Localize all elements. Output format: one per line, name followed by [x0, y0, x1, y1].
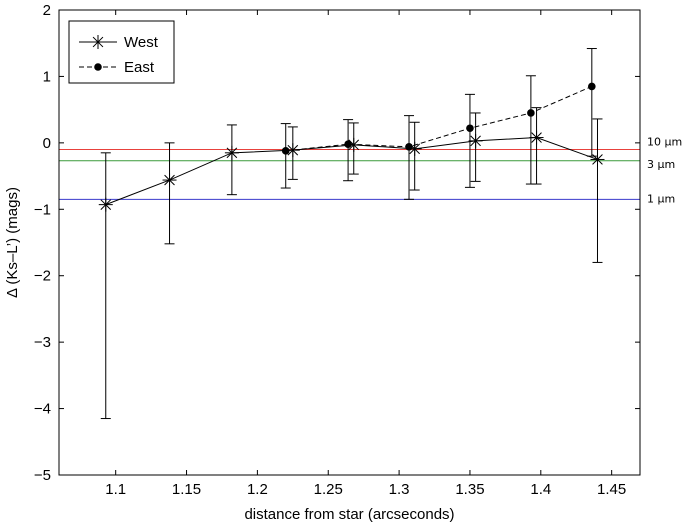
- reference-line-labels: 10 µm 3 µm 1 µm: [647, 136, 682, 206]
- east-point: [588, 82, 596, 91]
- west-point: [407, 141, 422, 156]
- reference-line-label: 1 µm: [647, 192, 675, 205]
- x-axis-label: distance from star (arcseconds): [244, 506, 454, 523]
- x-tick-label: 1.15: [172, 481, 201, 498]
- east-point: [405, 143, 413, 151]
- east-point: [527, 109, 535, 117]
- east-point: [281, 147, 290, 155]
- y-axis-label: Δ (Ks–L’) (mags): [4, 187, 21, 298]
- west-point: [346, 137, 361, 152]
- tick-labels: 1.1 1.15 1.2 1.25 1.3 1.35 1.4 1.45 −5 −4 −3 −2 −1 0 1…: [34, 2, 626, 498]
- legend-box: [68, 20, 175, 84]
- x-tick-label: 1.45: [597, 481, 626, 498]
- y-tick-label: −2: [34, 268, 51, 285]
- west-point: [98, 197, 113, 212]
- y-tick-label: −3: [34, 334, 51, 351]
- y-tick-label: 0: [43, 135, 51, 152]
- x-tick-label: 1.2: [247, 481, 268, 498]
- x-tick-label: 1.1: [105, 481, 126, 498]
- reference-line-label: 10 µm: [647, 136, 682, 149]
- y-tick-label: −1: [34, 201, 51, 218]
- reference-line-label: 3 µm: [647, 158, 675, 171]
- west-point: [529, 130, 544, 145]
- y-tick-label: −5: [34, 467, 51, 484]
- west-point: [224, 145, 239, 160]
- y-tick-label: −4: [34, 401, 51, 418]
- west-point: [468, 133, 483, 148]
- x-tick-label: 1.4: [530, 481, 551, 498]
- plot-frame: [58, 9, 641, 476]
- west-point: [590, 152, 605, 167]
- legend: West East: [68, 20, 175, 84]
- east-point: [344, 140, 352, 148]
- east-point: [466, 124, 474, 133]
- legend-west-marker: [91, 35, 105, 49]
- y-tick-label: 2: [43, 2, 51, 19]
- x-tick-label: 1.35: [455, 481, 484, 498]
- x-tick-label: 1.25: [314, 481, 343, 498]
- east-series-line: [285, 85, 593, 152]
- y-tick-label: 1: [43, 68, 51, 85]
- west-point: [285, 143, 300, 158]
- legend-east-label: East: [124, 59, 155, 76]
- x-tick-label: 1.3: [389, 481, 410, 498]
- west-point: [162, 173, 177, 188]
- legend-east-marker: [94, 63, 102, 71]
- legend-west-label: West: [124, 34, 159, 51]
- series-layer: [98, 48, 605, 420]
